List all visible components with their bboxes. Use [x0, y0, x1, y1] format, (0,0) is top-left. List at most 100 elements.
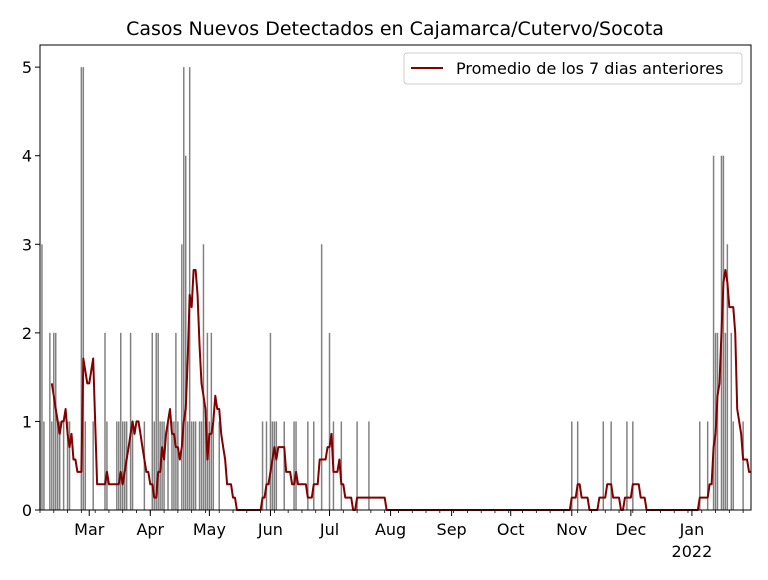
bar	[177, 421, 179, 510]
bar	[706, 421, 709, 510]
bar	[51, 421, 53, 510]
bar	[49, 332, 51, 510]
bar	[58, 421, 61, 510]
bar	[699, 421, 701, 510]
bar	[92, 421, 94, 510]
bar	[171, 421, 173, 510]
bar	[283, 421, 285, 510]
x-tick-label: Oct	[497, 520, 525, 539]
bar	[210, 332, 213, 510]
bar	[55, 332, 57, 510]
bar	[185, 155, 187, 510]
bar	[726, 244, 729, 511]
bar	[118, 421, 120, 510]
bar	[716, 332, 719, 510]
x-tick-label: Sep	[437, 520, 467, 539]
bar	[194, 421, 197, 510]
x-tick-label: Nov	[556, 520, 587, 539]
bar	[730, 332, 733, 510]
bar	[204, 421, 207, 510]
bar	[198, 421, 201, 510]
bar	[66, 421, 69, 510]
bar	[175, 332, 177, 510]
y-tick-label: 4	[22, 147, 32, 166]
bar	[41, 244, 43, 511]
bar	[53, 332, 55, 510]
bar	[368, 421, 370, 510]
bar	[356, 421, 358, 510]
bar	[131, 421, 134, 510]
plot-frame	[39, 44, 752, 511]
bar	[56, 421, 59, 510]
legend: Promedio de los 7 dias anteriores	[403, 52, 743, 85]
y-tick-label: 0	[22, 501, 32, 520]
bar	[167, 421, 169, 510]
bar	[340, 421, 343, 510]
bar	[328, 332, 331, 510]
bar	[181, 244, 183, 511]
bar	[610, 421, 612, 510]
bar	[313, 421, 315, 510]
y-tick-label: 2	[22, 324, 32, 343]
bar	[129, 332, 132, 510]
bar	[724, 332, 727, 510]
bar	[43, 421, 45, 510]
bar	[208, 421, 211, 510]
legend-label: Promedio de los 7 dias anteriores	[456, 59, 723, 78]
x-tick-label: May	[193, 520, 226, 539]
bar-series	[39, 67, 744, 511]
bar	[212, 421, 215, 510]
bar	[186, 421, 189, 510]
bar	[188, 67, 191, 511]
x-axis: Mar Apr May Jun Jul Aug Sep Oct Nov Dec Jan 2022	[39, 510, 744, 561]
x-tick-label: Aug	[375, 520, 406, 539]
bar	[157, 332, 159, 510]
bar	[218, 421, 220, 510]
x-tick-label: Jul	[319, 520, 339, 539]
bar	[275, 421, 278, 510]
bar	[68, 421, 71, 510]
bar	[261, 421, 264, 510]
bar	[265, 421, 268, 510]
bar	[120, 332, 122, 510]
bar	[632, 421, 634, 510]
bar	[104, 332, 106, 510]
x-tick-label: Apr	[136, 520, 164, 539]
bar	[183, 67, 185, 511]
bar	[269, 332, 272, 510]
bar	[712, 155, 715, 510]
bar	[151, 332, 154, 510]
chart-title: Casos Nuevos Detectados en Cajamarca/Cut…	[126, 18, 664, 40]
bar	[571, 421, 573, 510]
bar	[206, 332, 209, 510]
x-tick-label: Dec	[615, 520, 646, 539]
bar	[295, 421, 297, 510]
bar	[626, 421, 628, 510]
bar	[732, 421, 735, 510]
bar	[192, 421, 195, 510]
bar	[163, 421, 165, 510]
y-axis: 0 1 2 3 4 5	[22, 58, 40, 520]
bar	[576, 421, 579, 510]
bar	[722, 155, 725, 510]
average-line	[50, 268, 751, 511]
bar	[155, 332, 157, 510]
bar	[116, 421, 118, 510]
bar	[202, 244, 205, 511]
bar	[80, 67, 83, 511]
y-tick-label: 1	[22, 412, 32, 431]
bar	[602, 421, 605, 510]
y-tick-label: 3	[22, 235, 32, 254]
bar	[62, 421, 65, 510]
bar	[106, 421, 108, 510]
bar	[190, 421, 193, 510]
bar	[82, 67, 85, 511]
bar	[161, 421, 163, 510]
bar	[273, 421, 276, 510]
line-series	[50, 268, 751, 511]
bar	[742, 421, 744, 510]
bar	[84, 421, 87, 510]
bar	[320, 244, 323, 511]
